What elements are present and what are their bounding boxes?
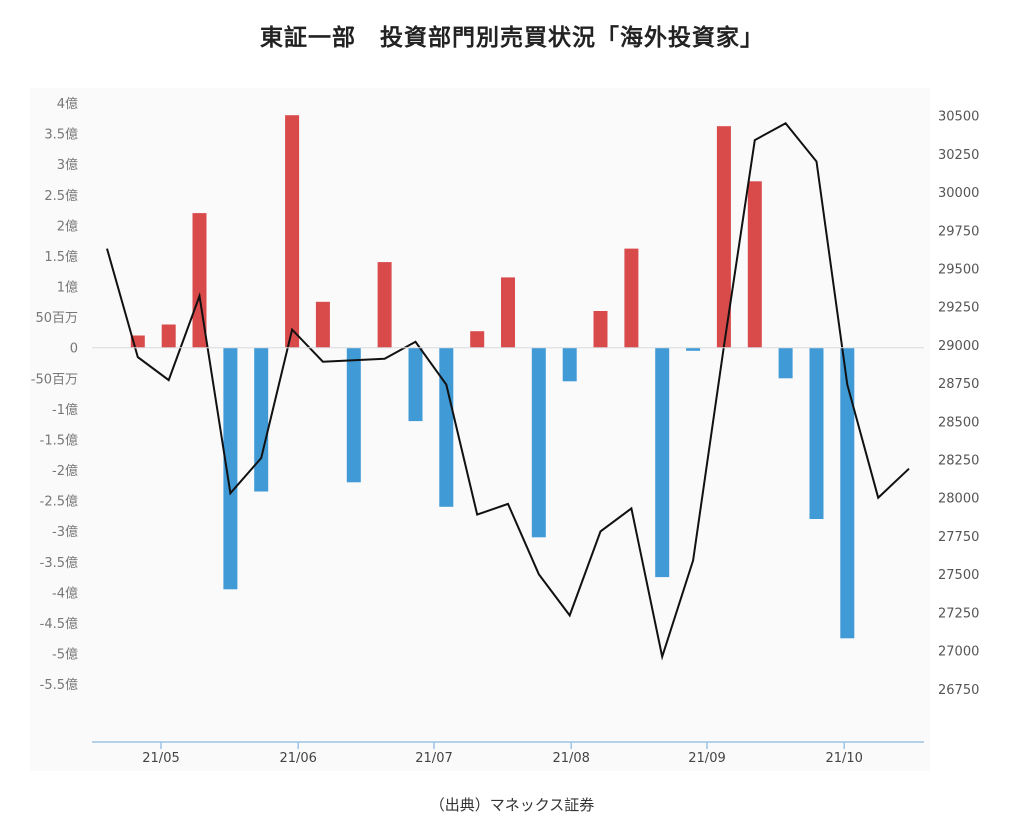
left-tick-label: 3億 xyxy=(57,157,78,173)
bar xyxy=(562,347,577,382)
left-tick-label: 2億 xyxy=(57,218,78,234)
bar xyxy=(470,331,485,348)
bar-series xyxy=(130,115,855,639)
left-tick-label: 4億 xyxy=(57,96,78,112)
line-series xyxy=(106,122,910,661)
bar xyxy=(840,347,855,639)
left-tick-label: 50百万 xyxy=(35,311,78,326)
bar xyxy=(531,347,546,538)
left-tick-label: -3億 xyxy=(52,524,78,540)
x-tick-label: 21/06 xyxy=(279,751,316,766)
bar xyxy=(809,347,824,519)
x-tick-label: 21/09 xyxy=(688,751,725,766)
right-tick-label: 30500 xyxy=(938,110,979,125)
right-tick-label: 28000 xyxy=(938,492,979,507)
bar xyxy=(593,311,608,348)
bar xyxy=(716,126,731,348)
left-tick-label: -1.5億 xyxy=(40,433,78,449)
left-tick-label: -5.5億 xyxy=(40,677,78,693)
bar xyxy=(346,347,361,483)
right-tick-label: 29750 xyxy=(938,224,979,239)
right-tick-label: 28750 xyxy=(938,377,979,392)
right-tick-label: 29500 xyxy=(938,263,979,278)
bar xyxy=(439,347,454,507)
left-tick-label: -1億 xyxy=(52,402,78,418)
left-tick-label: -4億 xyxy=(52,585,78,601)
right-tick-label: 28250 xyxy=(938,454,979,469)
left-axis-ticks: 4億 3.5億 3億 2.5億 2億 1.5億 1億 50百万 0 -50百万 -1億 -1.5億 -2… xyxy=(31,96,78,693)
bar xyxy=(408,347,423,422)
source-note: （出典）マネックス証券 xyxy=(429,796,595,814)
right-tick-label: 30000 xyxy=(938,186,979,201)
right-tick-label: 27750 xyxy=(938,530,979,545)
line-path xyxy=(106,122,910,661)
left-tick-label: 0 xyxy=(70,342,78,357)
bar xyxy=(655,347,670,578)
plot-background xyxy=(30,88,930,771)
left-tick-label: 2.5億 xyxy=(44,188,78,204)
bar xyxy=(624,248,639,348)
bar xyxy=(315,301,330,348)
bar xyxy=(285,115,300,348)
bar xyxy=(778,347,793,379)
right-axis-ticks: 30500 30250 30000 29750 29500 29250 29000 28750… xyxy=(938,110,979,698)
right-tick-label: 27500 xyxy=(938,568,979,583)
right-tick-label: 26750 xyxy=(938,683,979,698)
left-tick-label: 1億 xyxy=(57,280,78,296)
left-tick-label: -4.5億 xyxy=(40,616,78,632)
right-tick-label: 29000 xyxy=(938,339,979,354)
left-tick-label: -2.5億 xyxy=(40,494,78,510)
right-tick-label: 30250 xyxy=(938,148,979,163)
x-tick-label: 21/05 xyxy=(142,751,179,766)
x-tick-label: 21/07 xyxy=(415,751,452,766)
x-tick-label: 21/08 xyxy=(552,751,589,766)
right-tick-label: 27250 xyxy=(938,606,979,621)
bar xyxy=(501,277,515,348)
x-axis-ticks: 21/05 21/06 21/07 21/08 21/09 21/10 xyxy=(142,742,863,766)
right-tick-label: 27000 xyxy=(938,645,979,660)
bar xyxy=(377,262,392,348)
bar xyxy=(161,324,176,348)
bar xyxy=(254,347,269,492)
right-tick-label: 28500 xyxy=(938,415,979,430)
bar xyxy=(686,347,701,351)
chart-title: 東証一部 投資部門別売買状況「海外投資家」 xyxy=(260,25,764,51)
left-tick-label: -50百万 xyxy=(31,372,78,387)
bar xyxy=(223,347,238,590)
left-tick-label: 3.5億 xyxy=(44,127,78,143)
left-tick-label: -2億 xyxy=(52,463,78,479)
x-tick-label: 21/10 xyxy=(825,751,862,766)
left-tick-label: -5億 xyxy=(52,647,78,663)
left-tick-label: 1.5億 xyxy=(44,249,78,265)
right-tick-label: 29250 xyxy=(938,301,979,316)
bar xyxy=(747,181,762,348)
left-tick-label: -3.5億 xyxy=(40,555,78,571)
